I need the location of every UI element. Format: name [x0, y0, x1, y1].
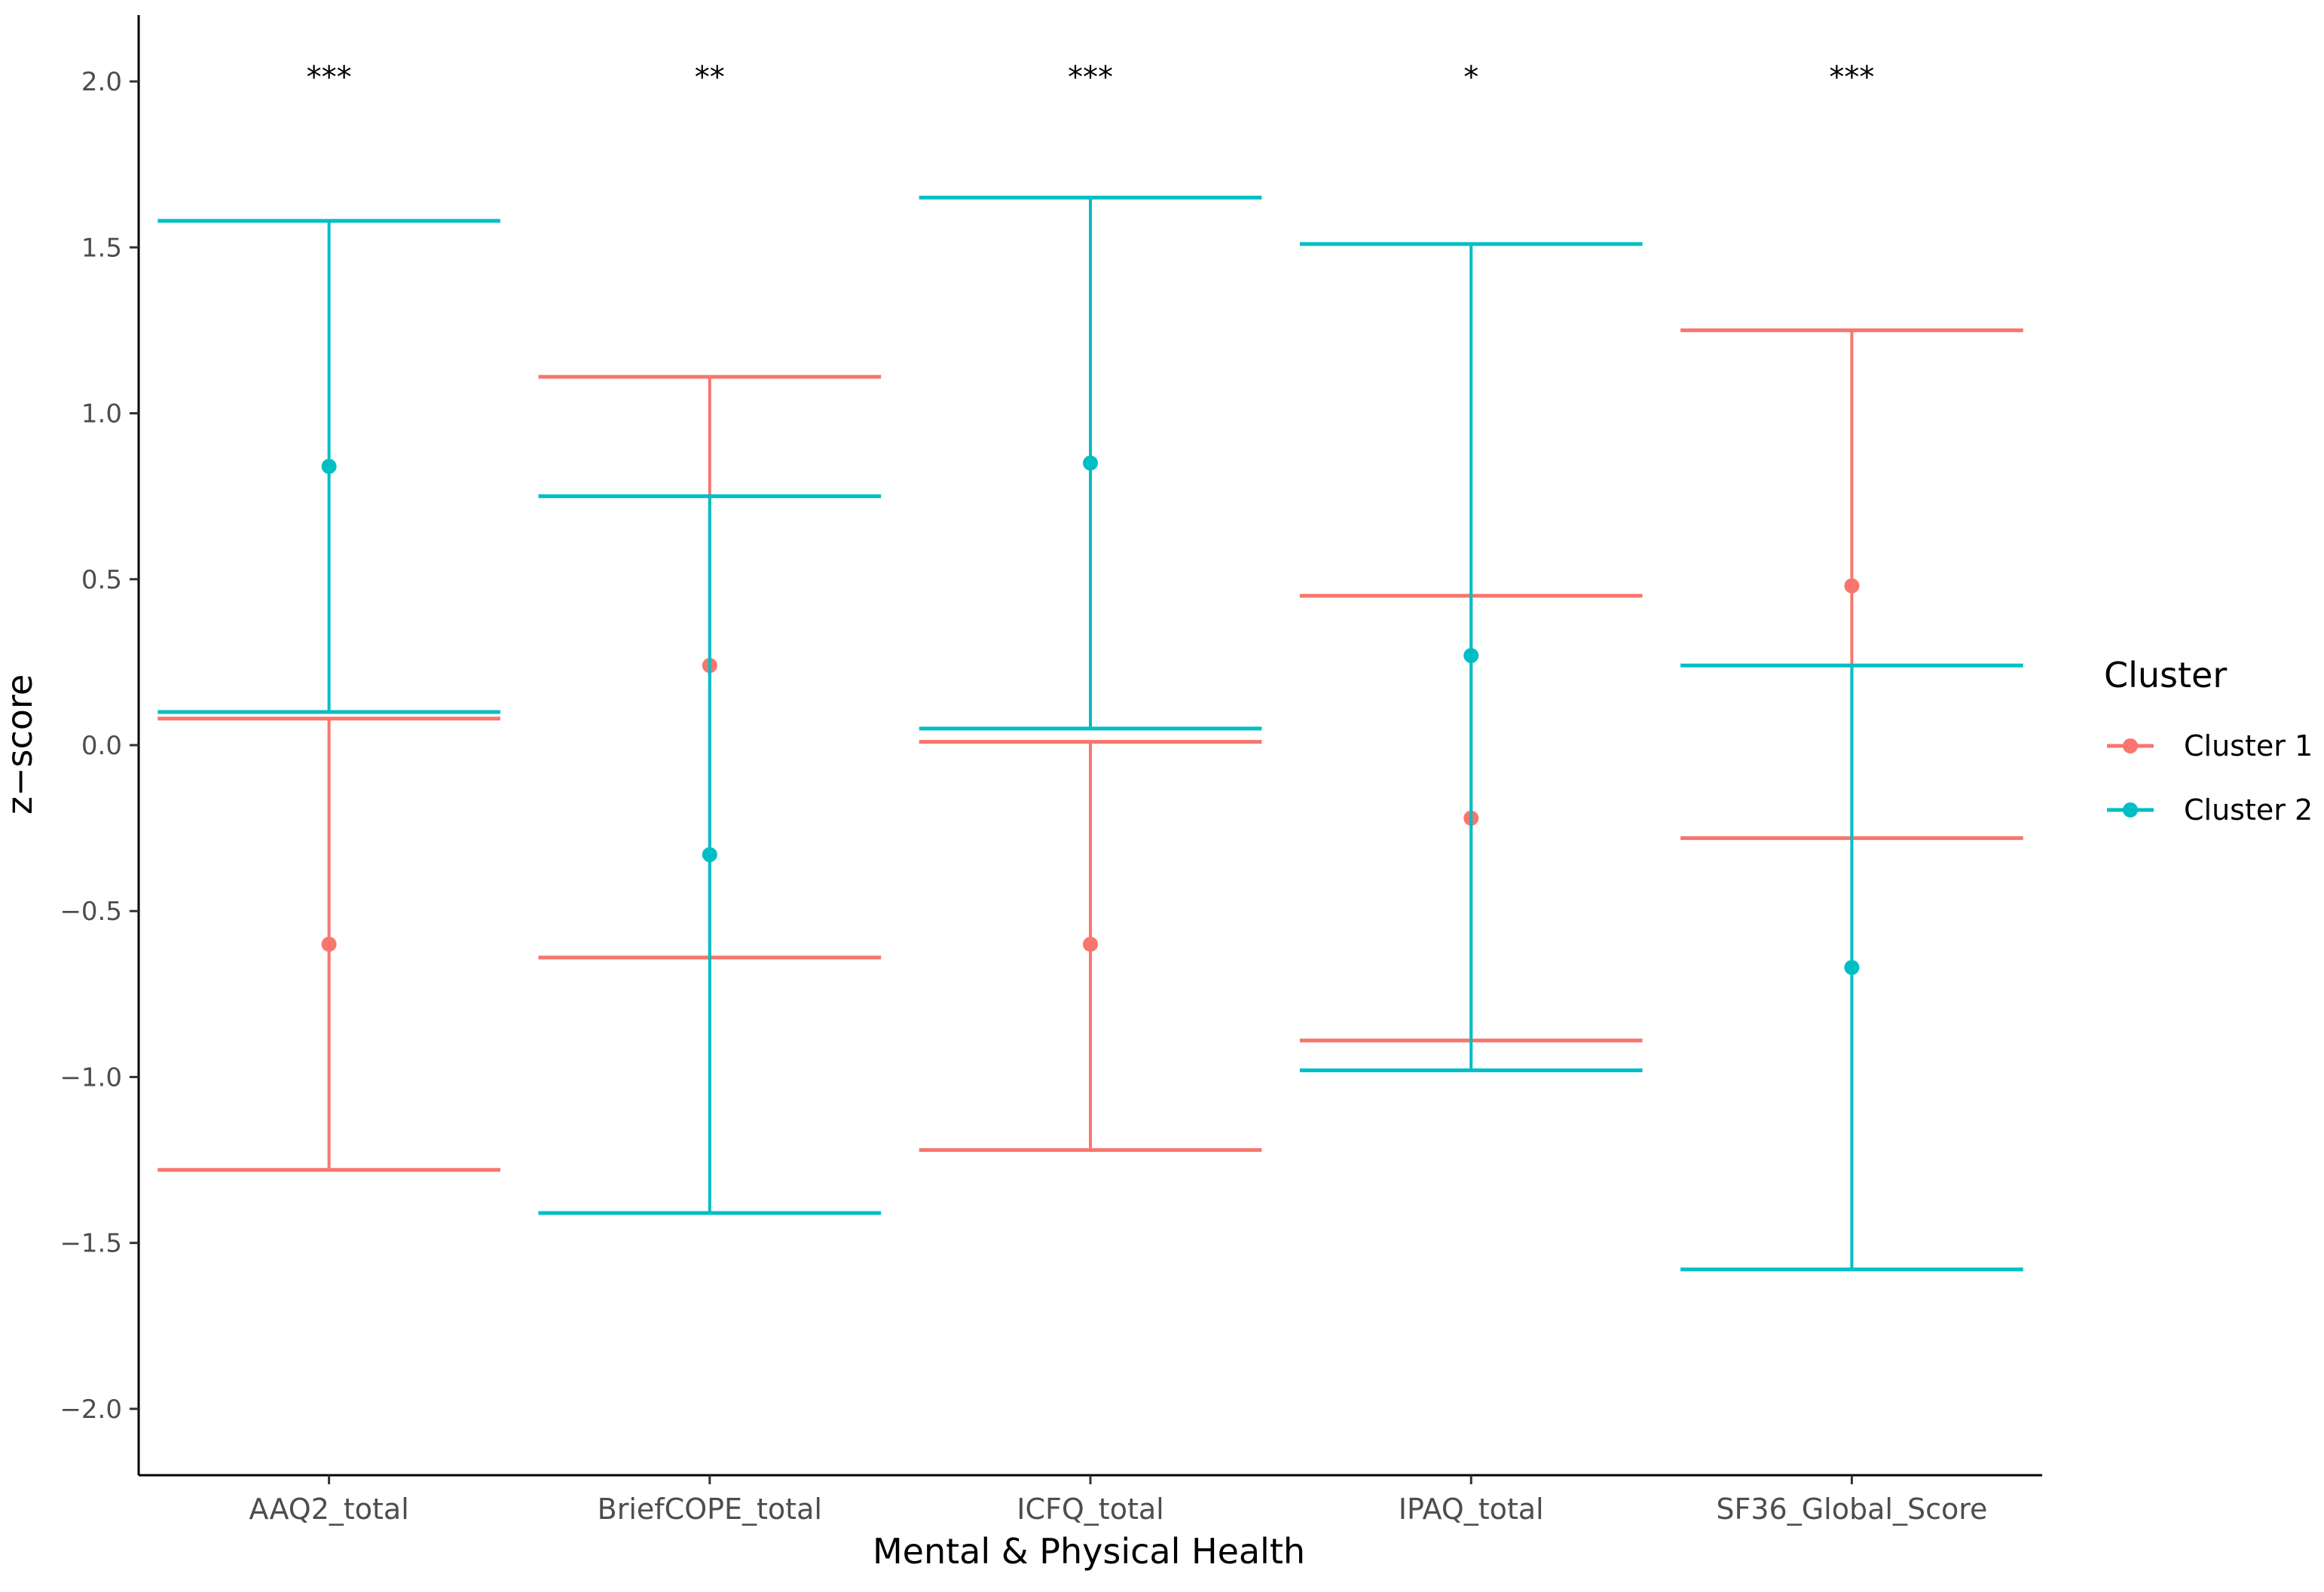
y-tick-label: −0.5 [60, 897, 122, 927]
y-tick-label: 1.0 [81, 399, 122, 429]
significance-label: *** [1068, 60, 1113, 95]
legend-title: Cluster [2104, 655, 2227, 695]
y-tick-label: 1.5 [81, 233, 122, 263]
mean-point [1463, 648, 1479, 664]
y-tick-label: 0.5 [81, 565, 122, 595]
x-tick-label: ICFQ_total [1017, 1493, 1164, 1526]
x-tick-label: SF36_Global_Score [1716, 1493, 1987, 1526]
mean-point [321, 937, 337, 952]
mean-point [1844, 960, 1860, 976]
legend-key-point [2123, 802, 2138, 817]
mean-point [1844, 578, 1860, 594]
legend-label: Cluster 1 [2184, 729, 2313, 762]
y-axis-title: z−score [0, 674, 40, 814]
y-tick-label: 0.0 [81, 731, 122, 761]
y-tick-label: 2.0 [81, 67, 122, 97]
mean-point [1083, 455, 1098, 471]
y-tick-label: −2.0 [60, 1395, 122, 1425]
legend-item: Cluster 1 [2107, 729, 2313, 762]
plot-area: *** ** *** * *** [157, 60, 2023, 1272]
significance-label: ** [695, 60, 725, 95]
axes: 2.0 1.5 1.0 0.5 0.0 −0.5 −1.0 −1.5 −2.0 AAQ2_tota… [60, 15, 2042, 1526]
legend: Cluster Cluster 1 Cluster 2 [2104, 655, 2313, 827]
x-tick-label: IPAQ_total [1399, 1493, 1544, 1526]
mean-point [321, 459, 337, 475]
legend-item: Cluster 2 [2107, 793, 2313, 827]
x-axis-title: Mental & Physical Health [873, 1531, 1305, 1572]
mean-point [702, 847, 717, 863]
significance-label: *** [307, 60, 352, 95]
legend-label: Cluster 2 [2184, 793, 2313, 827]
x-tick-label: AAQ2_total [249, 1493, 408, 1526]
series-cluster-2 [157, 195, 2023, 1272]
x-tick-label: BriefCOPE_total [598, 1493, 822, 1526]
y-tick-label: −1.5 [60, 1229, 122, 1259]
mean-point [1083, 937, 1098, 952]
legend-key-point [2123, 738, 2138, 753]
y-tick-label: −1.0 [60, 1062, 122, 1092]
significance-label: *** [1829, 60, 1874, 95]
significance-label: * [1463, 60, 1478, 95]
